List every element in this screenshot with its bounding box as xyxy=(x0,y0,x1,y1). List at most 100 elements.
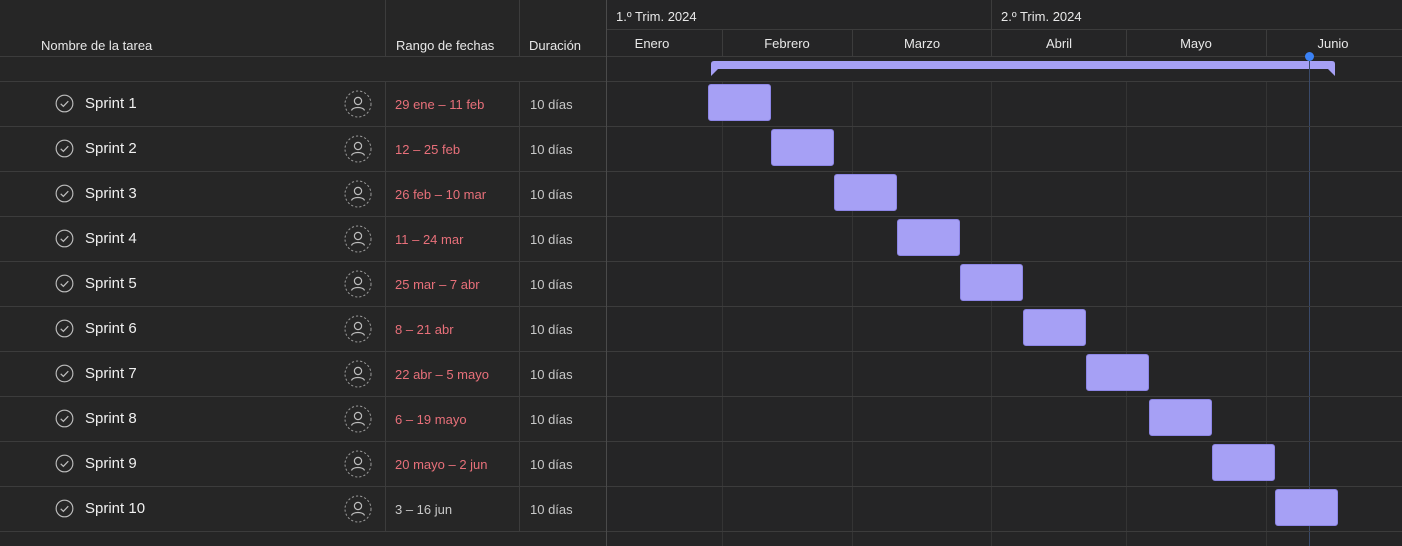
date-range[interactable]: 20 mayo – 2 jun xyxy=(395,457,488,472)
task-name[interactable]: Sprint 1 xyxy=(85,95,137,112)
month-label-marzo: Marzo xyxy=(903,36,941,51)
date-range[interactable]: 25 mar – 7 abr xyxy=(395,277,480,292)
column-separator xyxy=(385,352,386,397)
column-separator xyxy=(519,307,520,352)
panel-splitter[interactable] xyxy=(606,0,607,546)
check-circle-icon[interactable] xyxy=(55,409,74,428)
task-bar[interactable] xyxy=(771,129,834,166)
task-row[interactable]: Sprint 1 29 ene – 11 feb 10 días xyxy=(0,82,607,127)
duration[interactable]: 10 días xyxy=(530,97,573,112)
task-bar[interactable] xyxy=(1023,309,1086,346)
task-row[interactable]: Sprint 8 6 – 19 mayo 10 días xyxy=(0,397,607,442)
column-separator xyxy=(385,442,386,487)
duration[interactable]: 10 días xyxy=(530,502,573,517)
timeline-row-divider xyxy=(607,441,1402,442)
duration[interactable]: 10 días xyxy=(530,277,573,292)
column-separator xyxy=(519,217,520,262)
quarter-divider xyxy=(607,29,1402,30)
timeline-row-divider xyxy=(607,531,1402,532)
summary-bar-shape xyxy=(711,61,1335,76)
task-row[interactable]: Sprint 3 26 feb – 10 mar 10 días xyxy=(0,172,607,217)
person-icon[interactable] xyxy=(344,225,372,253)
column-header-duration[interactable]: Duración xyxy=(529,38,582,53)
duration[interactable]: 10 días xyxy=(530,187,573,202)
check-circle-icon[interactable] xyxy=(55,229,74,248)
task-bar[interactable] xyxy=(960,264,1023,301)
task-name[interactable]: Sprint 9 xyxy=(85,455,137,472)
person-icon[interactable] xyxy=(344,180,372,208)
duration[interactable]: 10 días xyxy=(530,232,573,247)
duration[interactable]: 10 días xyxy=(530,412,573,427)
task-name[interactable]: Sprint 8 xyxy=(85,410,137,427)
task-bar[interactable] xyxy=(1086,354,1149,391)
month-label-febrero: Febrero xyxy=(764,36,810,51)
month-gridline xyxy=(991,82,992,546)
duration[interactable]: 10 días xyxy=(530,367,573,382)
task-name[interactable]: Sprint 5 xyxy=(85,275,137,292)
date-range[interactable]: 6 – 19 mayo xyxy=(395,412,467,427)
task-row[interactable]: Sprint 2 12 – 25 feb 10 días xyxy=(0,127,607,172)
column-separator xyxy=(519,172,520,217)
person-icon[interactable] xyxy=(344,450,372,478)
column-separator xyxy=(385,397,386,442)
column-separator xyxy=(519,127,520,172)
column-header-task-name[interactable]: Nombre de la tarea xyxy=(41,38,153,53)
date-range[interactable]: 3 – 16 jun xyxy=(395,502,453,517)
check-circle-icon[interactable] xyxy=(55,94,74,113)
task-row[interactable]: Sprint 5 25 mar – 7 abr 10 días xyxy=(0,262,607,307)
today-marker[interactable] xyxy=(1305,52,1314,61)
date-range[interactable]: 12 – 25 feb xyxy=(395,142,461,157)
check-circle-icon[interactable] xyxy=(55,274,74,293)
task-bar[interactable] xyxy=(708,84,771,121)
task-bar[interactable] xyxy=(1149,399,1212,436)
person-icon[interactable] xyxy=(344,360,372,388)
date-range[interactable]: 8 – 21 abr xyxy=(395,322,454,337)
task-name[interactable]: Sprint 2 xyxy=(85,140,137,157)
person-icon[interactable] xyxy=(344,315,372,343)
timeline-row-divider xyxy=(607,306,1402,307)
check-circle-icon[interactable] xyxy=(55,454,74,473)
summary-bar[interactable] xyxy=(607,56,1402,82)
person-icon[interactable] xyxy=(344,270,372,298)
person-icon[interactable] xyxy=(344,495,372,523)
column-separator xyxy=(385,307,386,352)
date-range[interactable]: 29 ene – 11 feb xyxy=(395,97,485,112)
check-circle-icon[interactable] xyxy=(55,139,74,158)
person-icon[interactable] xyxy=(344,90,372,118)
duration[interactable]: 10 días xyxy=(530,457,573,472)
task-row[interactable]: Sprint 9 20 mayo – 2 jun 10 días xyxy=(0,442,607,487)
column-header-date-range[interactable]: Rango de fechas xyxy=(396,38,495,53)
date-range[interactable]: 11 – 24 mar xyxy=(395,232,464,247)
person-icon[interactable] xyxy=(344,405,372,433)
task-row[interactable]: Sprint 10 3 – 16 jun 10 días xyxy=(0,487,607,532)
timeline-row-divider xyxy=(607,351,1402,352)
gantt-timeline: 1.º Trim. 2024 2.º Trim. 2024 Enero Febre… xyxy=(607,0,1402,546)
column-separator xyxy=(385,127,386,172)
task-row[interactable]: Sprint 4 11 – 24 mar 10 días xyxy=(0,217,607,262)
task-name[interactable]: Sprint 4 xyxy=(85,230,137,247)
check-circle-icon[interactable] xyxy=(55,184,74,203)
duration[interactable]: 10 días xyxy=(530,142,573,157)
duration[interactable]: 10 días xyxy=(530,322,573,337)
check-circle-icon[interactable] xyxy=(55,364,74,383)
task-name[interactable]: Sprint 7 xyxy=(85,365,137,382)
task-bar[interactable] xyxy=(1212,444,1275,481)
date-range[interactable]: 26 feb – 10 mar xyxy=(395,187,487,202)
column-separator xyxy=(385,82,386,127)
task-name[interactable]: Sprint 6 xyxy=(85,320,137,337)
task-row[interactable]: Sprint 7 22 abr – 5 mayo 10 días xyxy=(0,352,607,397)
task-name[interactable]: Sprint 10 xyxy=(85,500,146,517)
task-row[interactable]: Sprint 6 8 – 21 abr 10 días xyxy=(0,307,607,352)
column-separator xyxy=(519,442,520,487)
month-gridline xyxy=(852,82,853,546)
task-bar[interactable] xyxy=(897,219,960,256)
date-range[interactable]: 22 abr – 5 mayo xyxy=(395,367,489,382)
person-icon[interactable] xyxy=(344,135,372,163)
check-circle-icon[interactable] xyxy=(55,499,74,518)
month-gridline xyxy=(1126,82,1127,546)
timeline-row-divider xyxy=(607,216,1402,217)
task-bar[interactable] xyxy=(834,174,897,211)
task-name[interactable]: Sprint 3 xyxy=(85,185,137,202)
task-bar[interactable] xyxy=(1275,489,1338,526)
check-circle-icon[interactable] xyxy=(55,319,74,338)
